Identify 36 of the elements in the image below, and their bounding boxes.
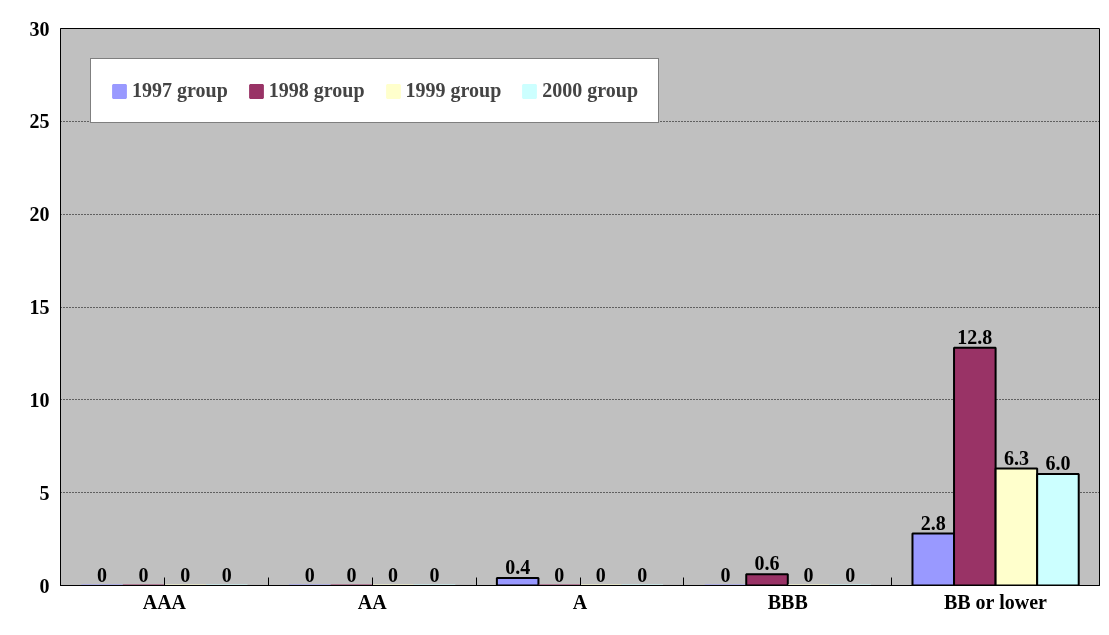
data-label: 0 xyxy=(595,563,606,586)
data-label: 0 xyxy=(304,563,315,586)
y-tick-label: 30 xyxy=(29,17,50,40)
legend-label: 1998 group xyxy=(268,79,365,102)
data-label: 2.8 xyxy=(920,511,946,534)
y-tick-label: 15 xyxy=(29,296,50,318)
data-label: 0 xyxy=(845,563,856,586)
y-tick-label: 10 xyxy=(29,388,50,411)
data-label: 0 xyxy=(554,563,565,586)
legend-label: 1997 group xyxy=(132,79,228,102)
legend-label: 2000 group xyxy=(542,79,639,102)
data-label: 0 xyxy=(803,563,814,586)
y-tick-label: 20 xyxy=(29,203,50,226)
x-tick-label: AAA xyxy=(142,590,187,613)
x-tick-label: AA xyxy=(357,590,388,613)
data-label: 0 xyxy=(387,563,398,586)
data-label: 0 xyxy=(429,563,440,586)
data-label: 6.0 xyxy=(1045,452,1071,475)
data-label: 0 xyxy=(221,563,232,586)
data-label: 6.3 xyxy=(1003,446,1029,469)
x-tick-label: A xyxy=(572,590,588,613)
data-label: 0 xyxy=(138,563,149,586)
y-tick-label: 5 xyxy=(39,481,50,504)
x-tick-label: BBB xyxy=(767,590,808,613)
data-label: 0 xyxy=(346,563,357,586)
legend-label: 1999 group xyxy=(405,79,502,102)
data-label: 0 xyxy=(97,563,108,586)
y-tick-label: 25 xyxy=(29,110,50,133)
y-tick-label: 0 xyxy=(39,574,50,597)
data-label: 0 xyxy=(720,563,731,586)
data-label: 0.6 xyxy=(754,552,780,575)
data-label: 0 xyxy=(180,563,191,586)
data-label: 0.4 xyxy=(505,556,531,579)
data-label: 0 xyxy=(637,563,648,586)
x-tick-label: BB or lower xyxy=(943,590,1048,613)
data-label: 12.8 xyxy=(957,325,993,348)
